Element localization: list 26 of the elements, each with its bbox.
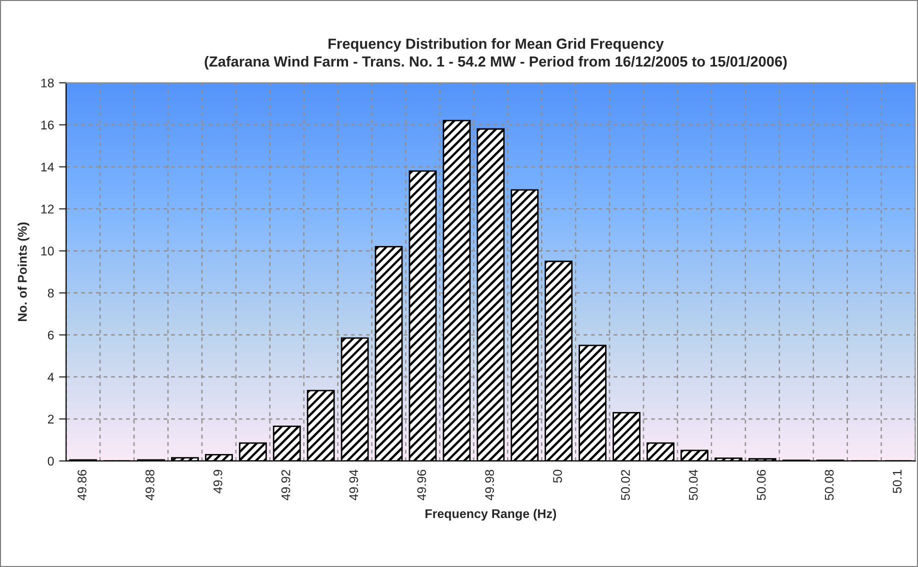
x-tick-label: 50.02 bbox=[621, 470, 630, 500]
x-tick-label: 49.86 bbox=[78, 470, 86, 500]
x-tick-label: 49.92 bbox=[281, 470, 290, 500]
x-tick-label: 49.9 bbox=[213, 470, 222, 494]
y-tick-label: 0 bbox=[48, 456, 54, 466]
x-tick-label: 50.1 bbox=[892, 470, 902, 494]
x-tick-label: 50.04 bbox=[688, 470, 698, 500]
x-tick-label: 50.08 bbox=[824, 470, 834, 500]
y-tick-label: 6 bbox=[48, 330, 54, 340]
y-tick-label: 10 bbox=[41, 246, 54, 256]
y-tick-label: 12 bbox=[41, 204, 54, 214]
y-tick-label: 18 bbox=[41, 78, 54, 88]
x-tick-label: 49.98 bbox=[485, 470, 494, 500]
chart-title: Frequency Distribution for Mean Grid Frequency (Zafarana Wind Farm - Trans. No. 1 - 54.2 MW - Period from 16/12/2005 to 15/01/2006) bbox=[204, 38, 787, 70]
x-tick-label: 49.88 bbox=[146, 470, 154, 500]
x-tick-label: 50 bbox=[553, 470, 562, 483]
y-axis-title: No. of Points (%) bbox=[18, 222, 30, 322]
y-tick-label: 4 bbox=[48, 372, 54, 382]
y-tick-label: 2 bbox=[48, 414, 54, 424]
x-tick-label: 49.94 bbox=[349, 470, 358, 500]
y-tick-label: 14 bbox=[41, 162, 54, 172]
x-axis-title: Frequency Range (Hz) bbox=[426, 508, 556, 521]
y-tick-label: 8 bbox=[48, 288, 54, 298]
y-tick-label: 16 bbox=[41, 120, 54, 130]
x-tick-label: 50.06 bbox=[756, 470, 766, 500]
x-tick-label: 49.96 bbox=[417, 470, 426, 500]
